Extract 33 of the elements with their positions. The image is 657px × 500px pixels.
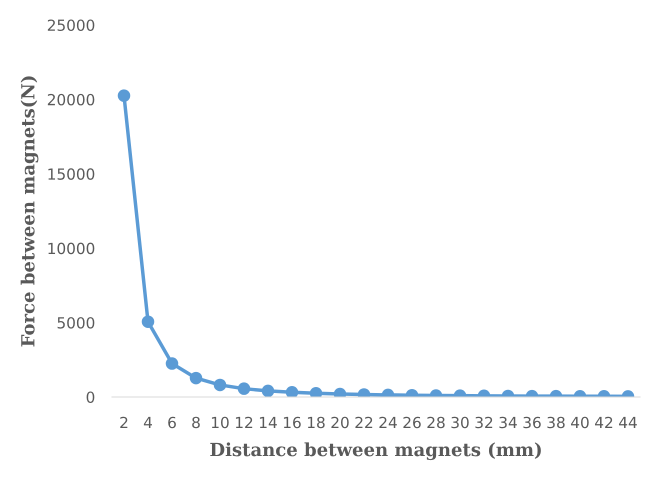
x-tick-label: 28: [427, 416, 445, 428]
y-tick-label: 20000: [48, 94, 94, 106]
y-tick-label: 25000: [48, 19, 94, 32]
x-tick-label: 18: [308, 416, 325, 428]
x-tick-label: 36: [523, 416, 541, 428]
x-tick-label: 16: [284, 416, 301, 428]
x-tick-label: 8: [192, 416, 200, 428]
x-tick-label: 30: [451, 416, 469, 428]
x-axis-title: Distance between magnets (mm): [210, 442, 541, 460]
x-tick-label: 24: [379, 416, 397, 428]
x-tick-label: 2: [120, 416, 128, 428]
x-tick-label: 12: [236, 416, 252, 428]
point: [118, 89, 130, 102]
x-tick-label: 4: [144, 416, 152, 428]
point: [286, 386, 298, 397]
x-tick-label: 10: [212, 416, 229, 428]
point: [310, 387, 322, 397]
x-tick-label: 34: [499, 416, 517, 428]
x-tick-label: 22: [355, 416, 372, 428]
y-tick-label: 10000: [48, 242, 94, 254]
y-tick-label: 5000: [58, 317, 94, 329]
x-tick-label: 40: [571, 416, 589, 428]
y-axis-title: Force between magnets(N): [20, 76, 38, 346]
x-tick-label: 20: [331, 416, 349, 428]
y-tick-label: 0: [86, 391, 94, 404]
x-tick-label: 32: [475, 416, 492, 428]
x-tick-label: 38: [547, 416, 565, 428]
x-tick-label: 44: [619, 416, 637, 428]
y-tick-label: 15000: [48, 168, 94, 180]
x-tick-label: 26: [403, 416, 421, 428]
x-tick-label: 14: [260, 416, 277, 428]
x-tick-label: 6: [168, 416, 176, 428]
x-tick-label: 42: [595, 416, 612, 428]
